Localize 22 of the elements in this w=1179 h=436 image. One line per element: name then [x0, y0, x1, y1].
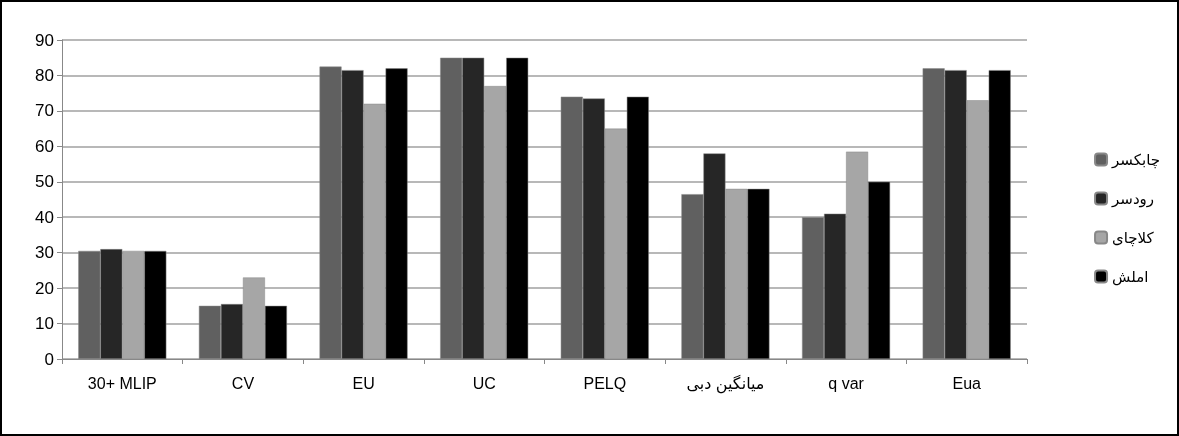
y-tick-label: 20: [35, 278, 54, 298]
y-tick-label: 30: [35, 243, 54, 263]
x-tick-label: q var: [828, 374, 865, 392]
legend-label: املش: [1112, 268, 1149, 286]
x-tick-label: Eua: [952, 374, 982, 392]
x-tick-label: 30+ MLIP: [87, 374, 157, 392]
x-tick-label: CV: [231, 374, 255, 392]
legend-label: چابکسر: [1111, 151, 1161, 169]
y-tick-label: 0: [44, 349, 54, 369]
x-tick-label: EU: [352, 374, 375, 392]
x-tick-label: UC: [472, 374, 496, 392]
y-tick-label: 60: [35, 136, 54, 156]
y-tick-label: 40: [35, 207, 54, 227]
y-tick-label: 70: [35, 101, 54, 121]
legend-label: رودسر: [1111, 190, 1155, 208]
y-tick-label: 90: [35, 30, 54, 50]
legend-label: کلاچای: [1112, 229, 1155, 247]
y-tick-label: 50: [35, 172, 54, 192]
x-tick-label: میانگین دبی: [686, 373, 765, 394]
y-tick-label: 10: [35, 314, 54, 334]
x-tick-label: PELQ: [583, 374, 627, 392]
y-tick-label: 80: [35, 65, 54, 85]
